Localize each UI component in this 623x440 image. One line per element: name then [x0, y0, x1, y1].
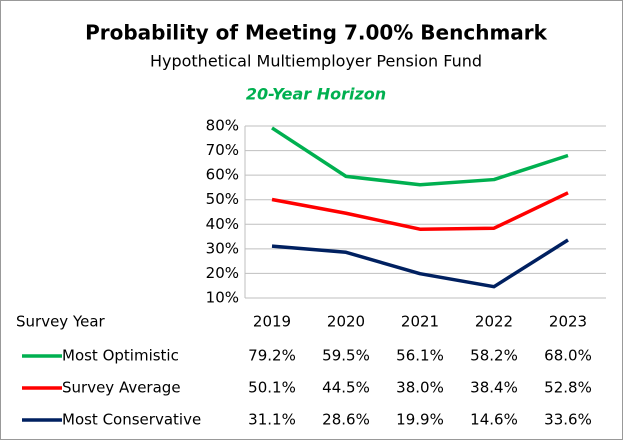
y-tick-label: 70%: [206, 141, 239, 159]
table-header: Survey Year: [16, 313, 106, 331]
x-tick-label: 2021: [401, 313, 439, 331]
legend-label: Survey Average: [62, 379, 181, 397]
data-label: 28.6%: [322, 411, 370, 429]
data-label: 68.0%: [544, 347, 592, 365]
x-tick-label: 2023: [549, 313, 587, 331]
chart-subtitle: Hypothetical Multiemployer Pension Fund: [150, 52, 482, 71]
data-label: 58.2%: [470, 347, 518, 365]
data-label: 44.5%: [322, 379, 370, 397]
data-label: 19.9%: [396, 411, 444, 429]
chart-title: Probability of Meeting 7.00% Benchmark: [85, 21, 548, 45]
x-tick-label: 2022: [475, 313, 513, 331]
series-line: [271, 191, 569, 231]
data-label: 56.1%: [396, 347, 444, 365]
data-label: 52.8%: [544, 379, 592, 397]
data-label: 38.4%: [470, 379, 518, 397]
data-label: 33.6%: [544, 411, 592, 429]
y-tick-label: 60%: [206, 166, 239, 184]
data-label: 31.1%: [248, 411, 296, 429]
series-line: [271, 126, 569, 187]
y-tick-label: 20%: [206, 264, 239, 282]
annotation: 20-Year Horizon: [246, 85, 386, 104]
y-tick-label: 10%: [206, 289, 239, 307]
x-tick-label: 2019: [253, 313, 291, 331]
legend-label: Most Optimistic: [62, 347, 179, 365]
data-label: 14.6%: [470, 411, 518, 429]
data-label: 59.5%: [322, 347, 370, 365]
legend-label: Most Conservative: [62, 411, 201, 429]
data-label: 79.2%: [248, 347, 296, 365]
data-label: 50.1%: [248, 379, 296, 397]
series-line: [271, 238, 569, 289]
y-tick-label: 40%: [206, 215, 239, 233]
data-label: 38.0%: [396, 379, 444, 397]
y-tick-label: 80%: [206, 117, 239, 135]
y-tick-label: 50%: [206, 190, 239, 208]
x-tick-label: 2020: [327, 313, 365, 331]
y-tick-label: 30%: [206, 239, 239, 257]
